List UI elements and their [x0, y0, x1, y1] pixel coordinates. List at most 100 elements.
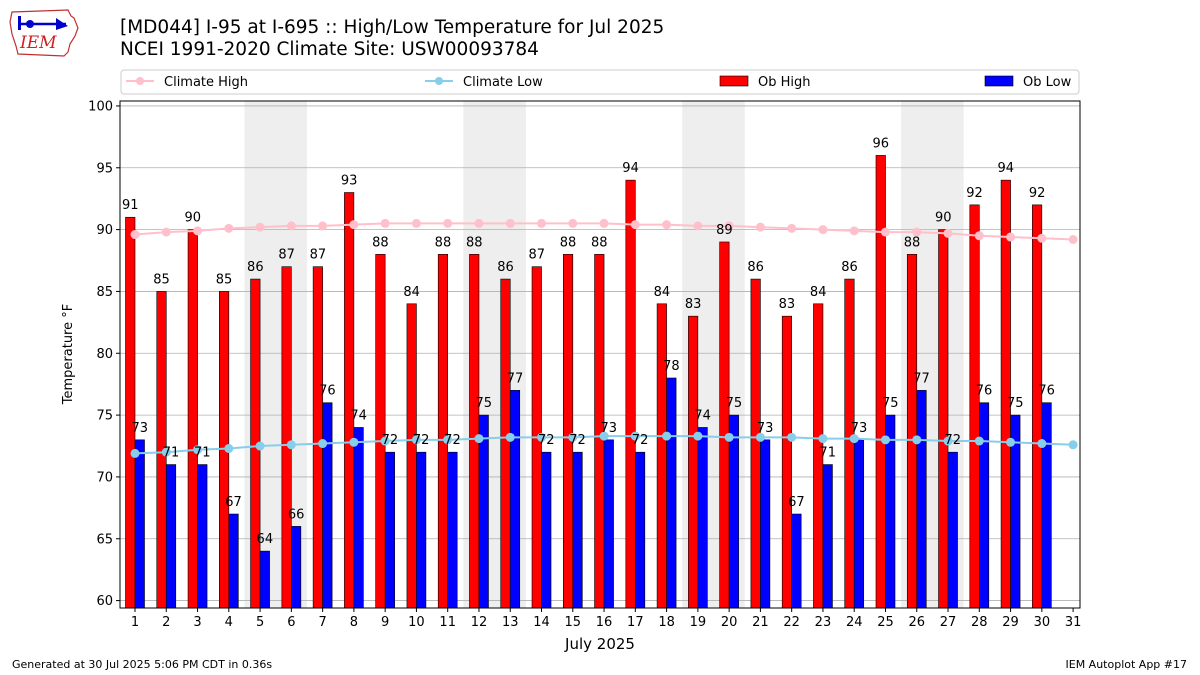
y-axis-label: Temperature °F	[61, 304, 76, 405]
legend-climate-low-marker	[435, 77, 443, 85]
ob-low-label: 64	[257, 532, 274, 547]
ob-low-label: 72	[413, 433, 430, 448]
ob-high-bar	[437, 254, 449, 609]
x-tick-label: 25	[877, 615, 894, 630]
ob-low-label: 67	[225, 495, 242, 510]
ob-high-bar	[469, 254, 480, 609]
climate-high-point	[193, 226, 203, 236]
climate-high-point	[380, 218, 390, 228]
ob-low-bar	[197, 464, 208, 609]
climate-low-point	[255, 441, 265, 451]
ob-low-label: 72	[382, 433, 399, 448]
ob-low-label: 72	[569, 433, 586, 448]
climate-low-point	[943, 436, 953, 446]
ob-high-label: 94	[998, 161, 1015, 176]
ob-low-bar	[478, 414, 489, 609]
ob-low-bar	[1041, 402, 1052, 609]
climate-low-point	[724, 432, 734, 442]
legend-ob-low-label: Ob Low	[1023, 75, 1072, 90]
x-tick-label: 13	[502, 615, 519, 630]
bar-labels: 91 85 90 85 86 87 87 93 88 84 88 88 86 87 88 88 94 84 83 89…	[122, 136, 1055, 547]
climate-high-point	[255, 222, 265, 232]
x-tick-label: 10	[408, 615, 425, 630]
chart-title: [MD044] I-95 at I-695 :: High/Low Temper…	[120, 17, 665, 38]
x-tick-label: 11	[439, 615, 456, 630]
climate-low-point	[1037, 439, 1047, 449]
ob-high-bar	[719, 241, 730, 609]
legend-climate-high-marker	[136, 77, 144, 85]
ob-high-bar	[625, 179, 636, 609]
ob-high-bar	[344, 192, 355, 609]
ob-low-label: 75	[726, 396, 743, 411]
x-tick-label: 24	[846, 615, 863, 630]
x-tick-label: 20	[721, 615, 738, 630]
climate-high-point	[880, 227, 890, 237]
x-tick-label: 27	[940, 615, 957, 630]
x-tick-label: 23	[815, 615, 832, 630]
climate-high-point	[505, 218, 515, 228]
climate-high-point	[130, 230, 140, 240]
climate-low-point	[286, 440, 296, 450]
y-tick-label: 90	[96, 223, 113, 238]
climate-low-point	[912, 435, 922, 445]
legend: Climate High Climate Low Ob High Ob Low	[120, 69, 1080, 95]
x-tick-label: 4	[225, 615, 233, 630]
climate-high-point	[630, 220, 640, 230]
ob-high-bar	[375, 254, 386, 609]
chart-subtitle: NCEI 1991-2020 Climate Site: USW00093784	[120, 39, 539, 60]
ob-low-label: 74	[694, 408, 711, 423]
ob-high-bar	[406, 303, 417, 609]
ob-low-bar	[728, 414, 739, 609]
ob-low-bar	[572, 451, 583, 609]
y-tick-label: 70	[96, 470, 113, 485]
ob-low-label: 73	[757, 421, 774, 436]
climate-lines	[130, 218, 1078, 458]
climate-high-point	[349, 220, 359, 230]
climate-low-point	[849, 434, 859, 444]
x-axis-label: July 2025	[564, 635, 635, 653]
ob-low-bar	[291, 526, 302, 609]
ob-high-label: 88	[904, 235, 921, 250]
ob-low-label: 76	[976, 384, 993, 399]
ob-low-bar	[259, 550, 270, 609]
ob-low-bar	[509, 390, 521, 609]
climate-high-point	[599, 218, 609, 228]
climate-high-point	[693, 221, 703, 231]
ob-high-bar	[781, 315, 792, 609]
ob-low-bar	[134, 439, 145, 609]
ob-low-label: 71	[819, 446, 836, 461]
ob-low-label: 75	[1007, 396, 1024, 411]
ob-high-label: 92	[1029, 186, 1046, 201]
ob-low-label: 72	[632, 433, 649, 448]
ob-low-bar	[353, 427, 364, 609]
ob-high-bar	[688, 315, 699, 609]
ob-high-label: 85	[216, 272, 233, 287]
climate-high-point	[224, 223, 234, 233]
ob-low-bar	[635, 451, 646, 609]
ob-high-label: 87	[310, 248, 327, 263]
climate-low-point	[443, 435, 453, 445]
ob-low-label: 73	[131, 421, 148, 436]
climate-high-point	[1068, 234, 1078, 244]
ob-high-label: 83	[779, 297, 796, 312]
climate-low-point	[755, 432, 765, 442]
ob-high-bar	[656, 303, 667, 609]
ob-low-label: 76	[319, 384, 336, 399]
ob-low-label: 72	[538, 433, 555, 448]
ob-high-label: 92	[966, 186, 983, 201]
logo-text: IEM	[19, 33, 57, 53]
ob-high-bar	[844, 278, 855, 609]
generated-note: Generated at 30 Jul 2025 5:06 PM CDT in …	[12, 658, 273, 671]
ob-low-label: 75	[475, 396, 492, 411]
climate-low-point	[380, 436, 390, 446]
ob-low-bar	[165, 464, 177, 609]
x-tick-label: 3	[193, 615, 201, 630]
ob-low-bar	[447, 451, 458, 609]
x-tick-label: 26	[908, 615, 925, 630]
ob-low-bar	[822, 464, 833, 609]
ob-high-bar	[312, 266, 323, 609]
ob-high-label: 96	[872, 136, 889, 151]
x-tick-label: 28	[971, 615, 988, 630]
x-tick-label: 8	[350, 615, 358, 630]
